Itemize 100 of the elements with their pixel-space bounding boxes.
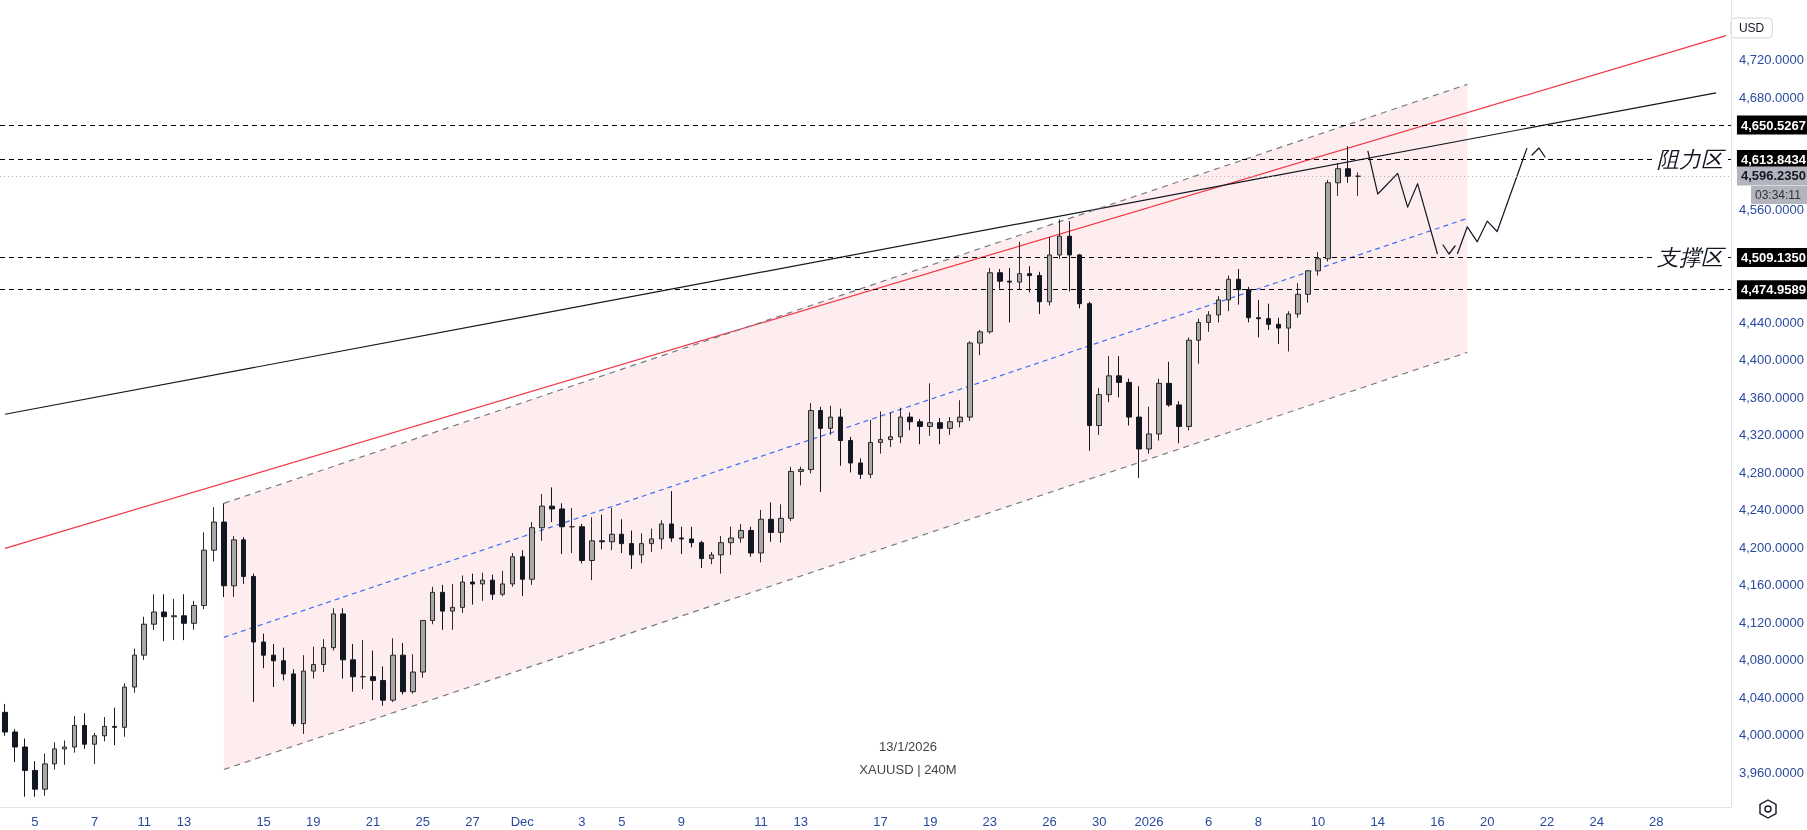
ref-line-label: 4,613.8434 — [1740, 151, 1807, 167]
candlestick — [888, 411, 893, 448]
candlestick — [639, 532, 644, 564]
candlestick — [579, 523, 585, 564]
x-tick-label: 6 — [1205, 814, 1213, 829]
candlestick — [380, 665, 386, 707]
candlestick — [1186, 336, 1192, 431]
x-tick-label: 16 — [1430, 814, 1445, 829]
candlestick — [510, 552, 515, 588]
candlestick — [1007, 267, 1012, 323]
candlestick — [917, 418, 923, 445]
candlestick — [1047, 236, 1052, 307]
candlestick — [1166, 361, 1172, 408]
candlestick — [340, 607, 346, 680]
candlestick — [390, 637, 396, 703]
candlestick — [848, 436, 853, 473]
x-tick-label: 9 — [677, 814, 686, 829]
text: 13/1/2026 — [879, 739, 937, 754]
candlestick — [72, 715, 77, 754]
x-tick-label: 17 — [873, 814, 888, 829]
candlestick — [281, 647, 286, 681]
candlestick — [987, 267, 993, 335]
candlestick — [559, 502, 565, 555]
y-tick-label: 4,120.0000 — [1738, 614, 1805, 630]
x-tick-label: 2026 — [1134, 814, 1164, 829]
candlestick — [370, 649, 376, 701]
annotation: 支撑区 — [1657, 245, 1727, 271]
candlestick — [331, 607, 336, 651]
candlestick — [649, 528, 654, 553]
candlestick — [669, 490, 674, 543]
candlestick — [1027, 265, 1032, 293]
candlestick — [420, 619, 426, 679]
candlestick — [480, 572, 485, 602]
y-tick-label: 4,280.0000 — [1738, 464, 1805, 480]
y-tick-label: 4,440.0000 — [1738, 314, 1805, 330]
candlestick — [858, 457, 863, 480]
candlestick — [768, 501, 774, 543]
candlestick — [1325, 179, 1331, 262]
candlestick — [1126, 378, 1132, 427]
candlestick — [321, 638, 326, 673]
candlestick — [569, 507, 575, 554]
candlestick — [1087, 301, 1092, 452]
candlestick — [211, 506, 217, 562]
x-tick-label: 26 — [1042, 814, 1057, 829]
x-tick-label: 15 — [256, 814, 271, 829]
line-series — [1367, 150, 1439, 255]
candlestick — [1276, 317, 1281, 345]
candlestick — [838, 408, 843, 467]
candlestick — [1037, 271, 1042, 315]
candlestick — [1096, 387, 1102, 436]
candlestick — [1295, 282, 1301, 319]
x-tick-label: 24 — [1589, 814, 1604, 829]
x-tick-label: 20 — [1479, 814, 1495, 829]
candlestick — [112, 707, 117, 746]
candlestick — [52, 741, 57, 771]
text: 03:34:11 — [1755, 187, 1802, 202]
candlestick — [868, 419, 873, 479]
line-series — [1456, 147, 1528, 255]
ref-line-label: 4,596.2350 — [1740, 168, 1807, 184]
candlestick — [1146, 406, 1152, 455]
candlestick — [350, 643, 356, 693]
y-tick-label: 4,720.0000 — [1738, 52, 1805, 68]
candlestick — [291, 668, 296, 727]
candlestick — [679, 526, 684, 555]
text: XAUUSD | 240M — [859, 762, 957, 777]
candlestick — [1136, 385, 1142, 479]
candlestick — [718, 535, 724, 575]
x-tick-label: 13 — [176, 814, 192, 829]
x-tick-label: 28 — [1649, 814, 1664, 829]
candlestick — [460, 574, 465, 614]
candlestick — [997, 268, 1003, 290]
candlestick — [231, 535, 237, 598]
x-tick-label: 7 — [90, 814, 99, 829]
x-tick-label: 11 — [754, 814, 768, 829]
candlestick — [261, 633, 266, 669]
candlestick — [1176, 400, 1182, 444]
x-tick-label: 11 — [137, 814, 151, 829]
x-tick-label: 13 — [793, 814, 809, 829]
candlestick — [1345, 145, 1351, 184]
x-tick-label: 23 — [982, 814, 998, 829]
x-tick-label: 5 — [31, 814, 39, 829]
candlestick — [728, 526, 734, 556]
candlestick — [191, 600, 197, 631]
candlestick — [808, 402, 814, 474]
candlestick — [450, 583, 455, 631]
x-tick-label: 25 — [415, 814, 431, 829]
candlestick — [1226, 275, 1231, 312]
x-tick-label: 14 — [1370, 814, 1386, 829]
ref-line-label: 4,650.5267 — [1740, 117, 1807, 133]
candlestick — [62, 739, 67, 766]
candlestick — [947, 416, 953, 436]
candlestick — [1156, 378, 1162, 442]
candlestick — [778, 503, 784, 544]
y-tick-label: 4,080.0000 — [1738, 652, 1805, 668]
candlestick — [360, 639, 366, 690]
candlestick — [1335, 162, 1341, 197]
candlestick — [1077, 253, 1082, 309]
candlestick — [132, 648, 137, 694]
x-tick-label: 22 — [1539, 814, 1555, 829]
candlestick — [1106, 355, 1112, 403]
